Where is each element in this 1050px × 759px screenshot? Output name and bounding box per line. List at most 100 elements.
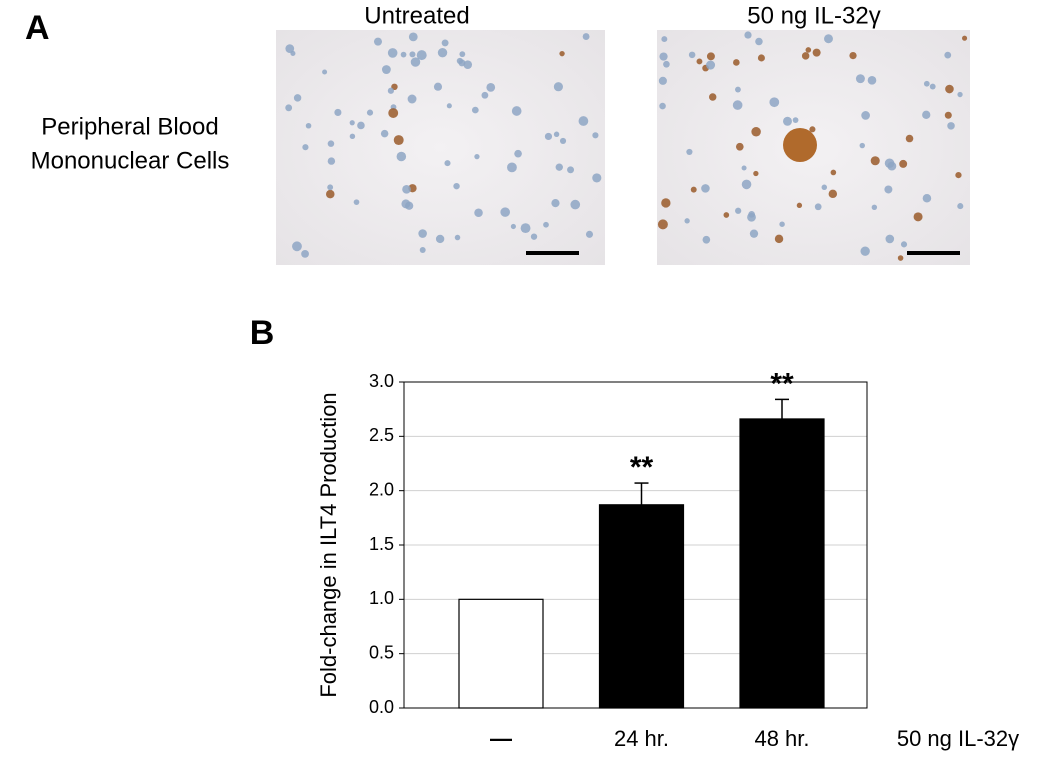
- cell: [410, 57, 421, 67]
- y-axis-label: Fold-change in ILT4 Production: [316, 392, 341, 697]
- cell: [511, 106, 522, 116]
- cell: [334, 108, 342, 116]
- cell: [747, 212, 756, 222]
- cell: [706, 52, 715, 61]
- column-label: Untreated: [364, 2, 469, 29]
- cell: [380, 129, 389, 138]
- cell: [585, 230, 594, 238]
- bar: [458, 598, 544, 709]
- y-tick-label: 2.5: [369, 425, 394, 445]
- cell: [582, 33, 590, 40]
- cell: [555, 163, 563, 171]
- significance-label: **: [630, 451, 654, 484]
- cell: [821, 184, 828, 190]
- cell: [828, 189, 838, 199]
- cell: [453, 182, 460, 190]
- cell: [690, 186, 697, 193]
- cell: [871, 204, 878, 211]
- cell: [407, 94, 417, 104]
- cell: [419, 247, 426, 254]
- cell: [416, 50, 427, 61]
- cell: [553, 131, 560, 137]
- cell: [855, 74, 865, 84]
- cell: [684, 218, 690, 224]
- cell: [400, 51, 407, 58]
- cell: [947, 122, 955, 130]
- cell: [944, 51, 952, 59]
- cell: [454, 234, 461, 241]
- cell: [481, 91, 489, 99]
- cell: [814, 203, 822, 211]
- cell: [387, 48, 398, 58]
- cell: [753, 170, 759, 177]
- cell: [805, 47, 812, 53]
- bar: [739, 418, 825, 709]
- cell: [957, 91, 963, 98]
- cell: [301, 249, 309, 258]
- cell: [735, 142, 744, 151]
- cell: [741, 165, 747, 171]
- cell: [783, 116, 792, 126]
- cell: [905, 134, 914, 143]
- cell: [732, 100, 743, 110]
- cell: [402, 184, 411, 194]
- cell: [433, 82, 443, 91]
- cell: [884, 185, 893, 194]
- cell: [349, 133, 356, 140]
- bar: [598, 504, 685, 709]
- row-label: Peripheral Blood: [41, 113, 218, 140]
- cell: [435, 234, 445, 244]
- cell: [592, 173, 602, 183]
- cell: [510, 223, 516, 230]
- cell: [661, 36, 668, 43]
- cell: [702, 235, 711, 244]
- cell: [530, 233, 538, 240]
- cell: [302, 144, 309, 151]
- cell: [867, 76, 877, 85]
- y-tick-label: 3.0: [369, 371, 394, 391]
- cell: [735, 86, 741, 93]
- cell: [553, 82, 563, 92]
- cell: [861, 111, 870, 120]
- y-tick-label: 1.0: [369, 588, 394, 608]
- cell: [701, 184, 710, 193]
- cell: [885, 234, 895, 244]
- cell: [520, 223, 531, 234]
- cell: [293, 94, 302, 102]
- cell: [458, 59, 466, 67]
- cell: [401, 199, 411, 209]
- cell: [474, 208, 483, 218]
- cell: [792, 117, 799, 123]
- cell: [744, 31, 752, 39]
- cell: [357, 121, 365, 130]
- column-label: 50 ng IL-32γ: [747, 2, 880, 29]
- cell: [285, 44, 295, 53]
- scale-bar: [907, 251, 960, 255]
- cell: [830, 169, 837, 176]
- cell: [887, 161, 897, 171]
- cell: [661, 198, 671, 208]
- cell: [486, 83, 496, 92]
- y-tick-label: 0.5: [369, 642, 394, 662]
- cell: [559, 50, 565, 57]
- cell: [387, 87, 394, 94]
- cell: [507, 162, 517, 173]
- cell: [897, 255, 904, 261]
- cell: [849, 51, 857, 60]
- cell: [441, 39, 449, 47]
- cell: [944, 111, 952, 119]
- cell: [327, 157, 336, 165]
- cell: [326, 189, 335, 199]
- cell: [393, 135, 404, 146]
- cell: [686, 148, 693, 156]
- cell: [812, 48, 821, 57]
- cell: [396, 151, 407, 162]
- cell-cluster: [783, 128, 817, 162]
- cell: [659, 102, 666, 110]
- cell: [437, 47, 448, 58]
- y-tick-label: 2.0: [369, 479, 394, 499]
- cell: [418, 229, 427, 238]
- cell: [962, 35, 968, 41]
- cell: [471, 106, 479, 114]
- cell: [957, 203, 964, 210]
